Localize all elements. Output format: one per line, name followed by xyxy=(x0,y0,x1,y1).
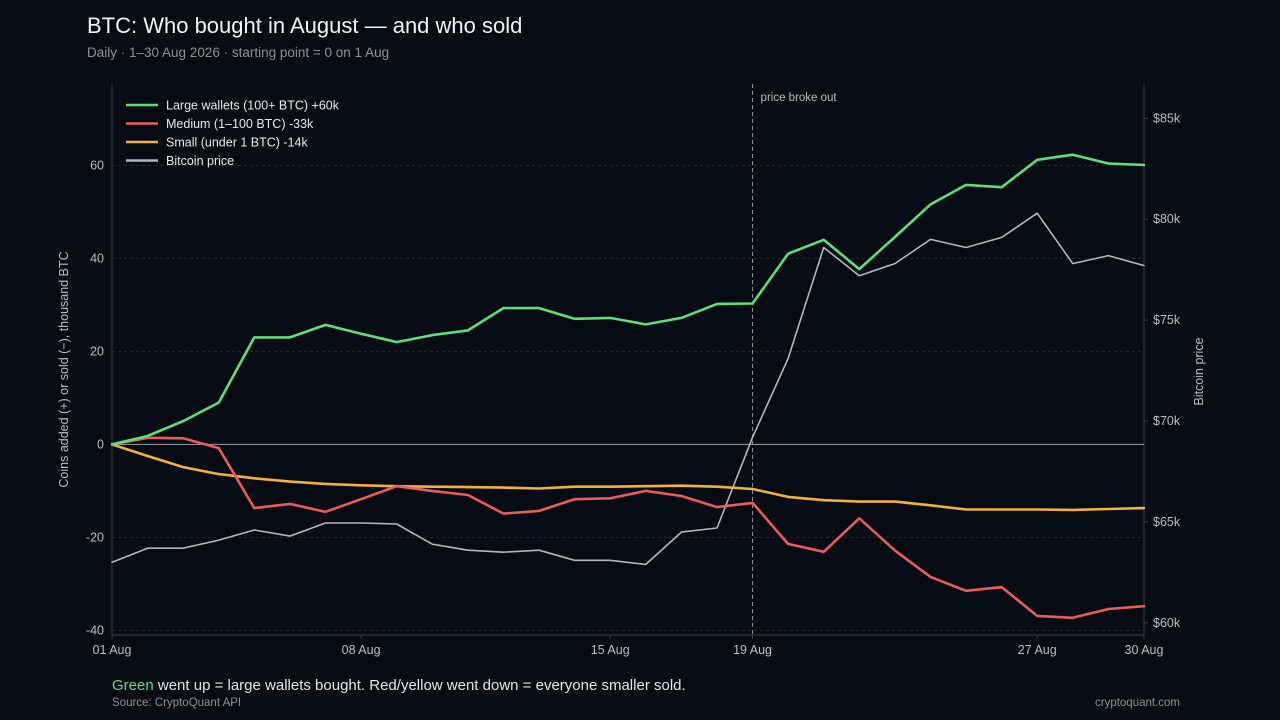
right-tick-label: $80k xyxy=(1153,212,1181,226)
x-tick-label: 15 Aug xyxy=(591,643,630,657)
right-tick-label: $65k xyxy=(1153,515,1181,529)
x-tick-label: 08 Aug xyxy=(342,643,381,657)
brand-label: cryptoquant.com xyxy=(1094,697,1180,709)
right-tick-label: $70k xyxy=(1153,414,1181,428)
x-tick-label: 30 Aug xyxy=(1125,643,1164,657)
chart-subtitle: Daily · 1–30 Aug 2026 · starting point =… xyxy=(87,45,390,60)
left-tick-label: 40 xyxy=(90,251,104,265)
caption-green-word: Green xyxy=(112,677,154,694)
y2-axis-title: Bitcoin price xyxy=(1192,337,1206,405)
legend-label-large-wallets-100-btc: Large wallets (100+ BTC) +60k xyxy=(166,99,340,113)
y-axis-title: Coins added (+) or sold (−), thousand BT… xyxy=(57,251,71,487)
left-tick-label: -40 xyxy=(86,623,104,637)
right-tick-label: $60k xyxy=(1153,616,1181,630)
x-tick-label: 19 Aug xyxy=(733,643,772,657)
left-tick-label: 0 xyxy=(97,437,104,451)
series-line-large-wallets-100-btc xyxy=(110,153,1146,446)
x-tick-label: 27 Aug xyxy=(1018,643,1057,657)
series-line-small-under-1-btc xyxy=(110,443,1146,512)
legend-label-medium-1-100-btc: Medium (1–100 BTC) -33k xyxy=(166,117,314,131)
chart-caption: Green went up = large wallets bought. Re… xyxy=(112,677,686,694)
source-note: Source: CryptoQuant API xyxy=(112,697,242,709)
breakout-annotation: price broke out xyxy=(761,92,838,104)
chart-title: BTC: Who bought in August — and who sold xyxy=(87,13,523,38)
legend-label-small-under-1-btc: Small (under 1 BTC) -14k xyxy=(166,136,308,150)
left-tick-label: 20 xyxy=(90,344,104,358)
left-tick-label: -20 xyxy=(86,530,104,544)
caption-text: went up = large wallets bought. Red/yell… xyxy=(153,677,686,694)
series-line-bitcoin-price xyxy=(111,212,1145,566)
right-tick-label: $85k xyxy=(1153,111,1181,125)
series-line-medium-1-100-btc xyxy=(110,436,1146,620)
x-tick-label: 01 Aug xyxy=(93,643,132,657)
left-tick-label: 60 xyxy=(90,158,104,172)
legend-label-bitcoin-price: Bitcoin price xyxy=(166,154,234,168)
right-tick-label: $75k xyxy=(1153,313,1181,327)
